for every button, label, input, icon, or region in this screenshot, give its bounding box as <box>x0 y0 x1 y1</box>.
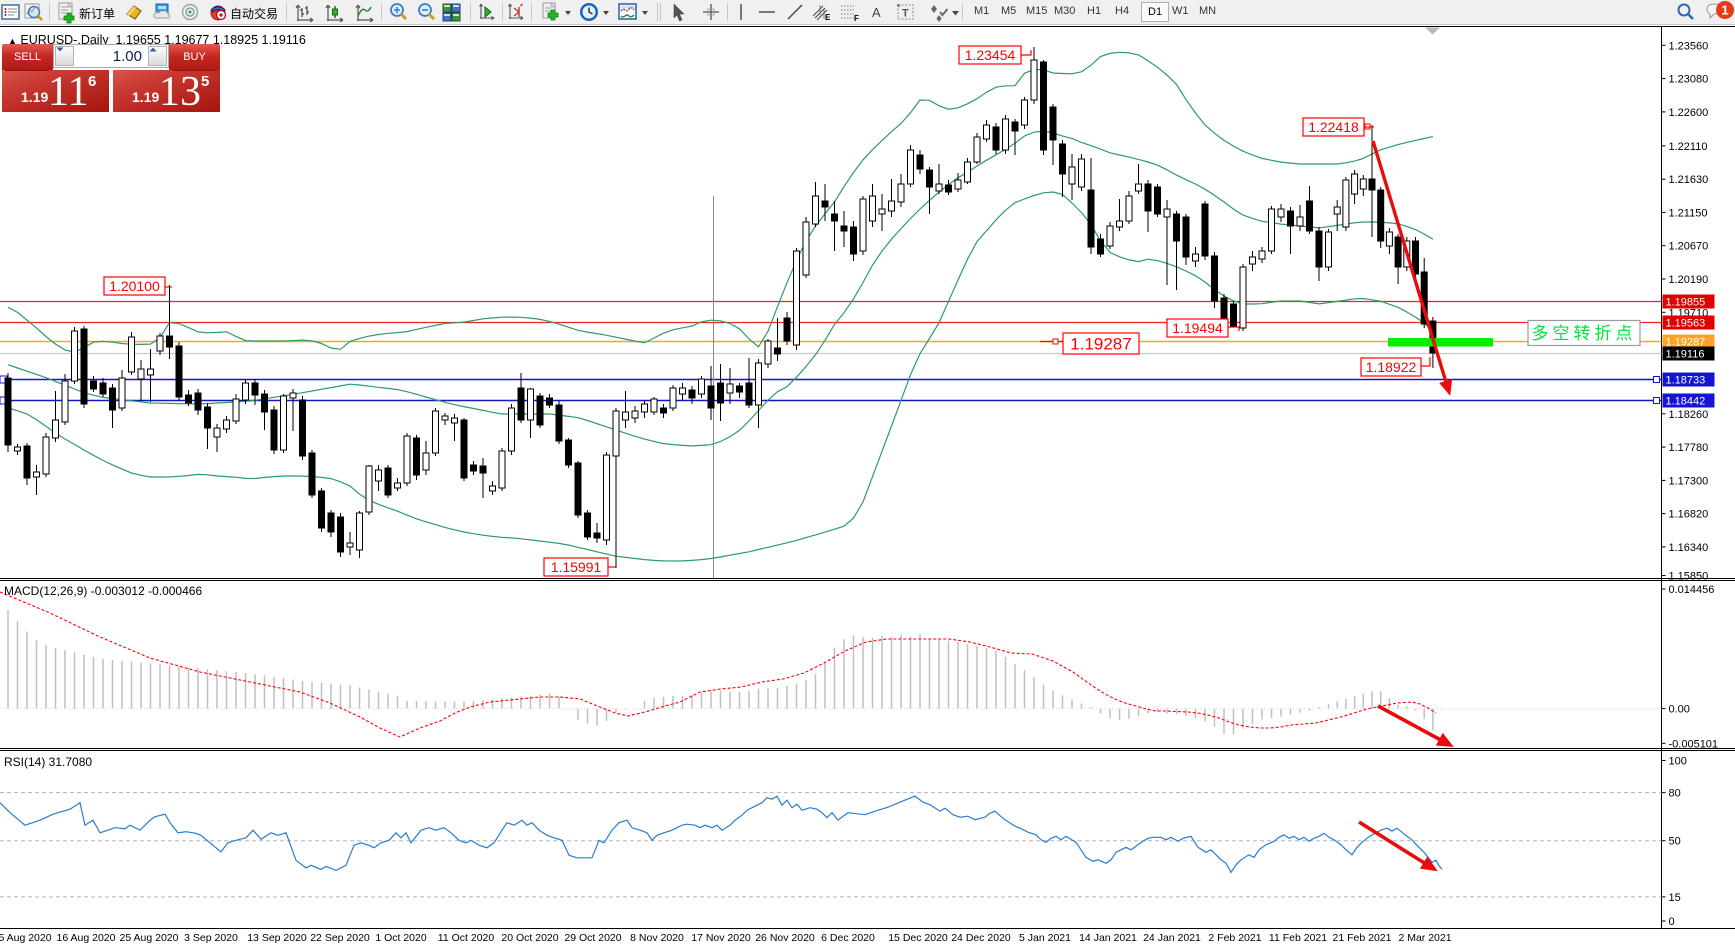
svg-text:1.22110: 1.22110 <box>1669 141 1708 153</box>
svg-text:1.18922: 1.18922 <box>1366 359 1417 375</box>
svg-text:0.00: 0.00 <box>1669 704 1690 716</box>
svg-text:1.19494: 1.19494 <box>1172 320 1223 336</box>
svg-text:11 Feb 2021: 11 Feb 2021 <box>1269 932 1327 944</box>
svg-text:0: 0 <box>1669 916 1675 928</box>
svg-text:1.16820: 1.16820 <box>1669 509 1709 521</box>
svg-text:1.21150: 1.21150 <box>1669 207 1708 219</box>
svg-text:22 Sep 2020: 22 Sep 2020 <box>310 932 370 944</box>
svg-text:1.19563: 1.19563 <box>1666 318 1706 330</box>
svg-text:1.19287: 1.19287 <box>1070 335 1131 354</box>
svg-text:1.20190: 1.20190 <box>1669 274 1709 286</box>
svg-text:29 Oct 2020: 29 Oct 2020 <box>564 932 621 944</box>
svg-text:1.22600: 1.22600 <box>1669 107 1709 119</box>
svg-text:1.20100: 1.20100 <box>109 278 160 294</box>
svg-text:1: 1 <box>1721 3 1728 18</box>
svg-text:6 Dec 2020: 6 Dec 2020 <box>821 932 875 944</box>
svg-text:5 Aug 2020: 5 Aug 2020 <box>0 932 52 944</box>
svg-text:2 Mar 2021: 2 Mar 2021 <box>1398 932 1451 944</box>
svg-text:14 Jan 2021: 14 Jan 2021 <box>1079 932 1137 944</box>
svg-text:5 Jan 2021: 5 Jan 2021 <box>1019 932 1071 944</box>
svg-text:1.19855: 1.19855 <box>1666 297 1706 309</box>
svg-text:1.15991: 1.15991 <box>551 559 602 575</box>
svg-text:15: 15 <box>1669 892 1681 904</box>
svg-text:1.18260: 1.18260 <box>1669 409 1709 421</box>
svg-text:8 Nov 2020: 8 Nov 2020 <box>630 932 684 944</box>
svg-text:2 Feb 2021: 2 Feb 2021 <box>1208 932 1261 944</box>
svg-text:1.15850: 1.15850 <box>1669 571 1709 583</box>
svg-text:16 Aug 2020: 16 Aug 2020 <box>57 932 116 944</box>
svg-text:24 Jan 2021: 24 Jan 2021 <box>1143 932 1201 944</box>
svg-text:多空转折点: 多空转折点 <box>1532 324 1637 343</box>
svg-text:1.23560: 1.23560 <box>1669 40 1709 52</box>
svg-text:E: E <box>825 13 831 22</box>
svg-text:1.21630: 1.21630 <box>1669 174 1709 186</box>
svg-text:24 Dec 2020: 24 Dec 2020 <box>951 932 1011 944</box>
svg-text:1.17780: 1.17780 <box>1669 442 1709 454</box>
svg-text:1.23080: 1.23080 <box>1669 74 1709 86</box>
svg-text:1.17300: 1.17300 <box>1669 475 1709 487</box>
svg-text:17 Nov 2020: 17 Nov 2020 <box>691 932 751 944</box>
svg-text:0.014456: 0.014456 <box>1669 584 1715 596</box>
svg-text:1.20670: 1.20670 <box>1669 241 1709 253</box>
svg-text:1.16340: 1.16340 <box>1669 542 1709 554</box>
svg-text:MACD(12,26,9) -0.003012 -0.000: MACD(12,26,9) -0.003012 -0.000466 <box>4 584 202 598</box>
svg-text:RSI(14) 31.7080: RSI(14) 31.7080 <box>4 755 92 769</box>
svg-text:1.22418: 1.22418 <box>1308 119 1359 135</box>
svg-text:21 Feb 2021: 21 Feb 2021 <box>1333 932 1392 944</box>
svg-text:100: 100 <box>1669 756 1687 768</box>
svg-text:26 Nov 2020: 26 Nov 2020 <box>755 932 815 944</box>
svg-text:25 Aug 2020: 25 Aug 2020 <box>120 932 179 944</box>
svg-text:-0.005101: -0.005101 <box>1669 738 1719 750</box>
svg-text:1 Oct 2020: 1 Oct 2020 <box>375 932 427 944</box>
svg-text:80: 80 <box>1669 788 1681 800</box>
svg-text:1.19116: 1.19116 <box>1666 349 1705 361</box>
svg-text:11 Oct 2020: 11 Oct 2020 <box>438 932 495 944</box>
svg-text:▲ EURUSD-,Daily 1.19655 1.196: ▲ EURUSD-,Daily 1.19655 1.19677 1.18925 … <box>8 33 306 47</box>
svg-text:50: 50 <box>1669 836 1681 848</box>
svg-text:3 Sep 2020: 3 Sep 2020 <box>184 932 238 944</box>
svg-text:1.23454: 1.23454 <box>965 47 1016 63</box>
svg-text:20 Oct 2020: 20 Oct 2020 <box>501 932 558 944</box>
svg-text:13 Sep 2020: 13 Sep 2020 <box>247 932 307 944</box>
svg-text:1.18442: 1.18442 <box>1666 396 1706 408</box>
svg-text:1.19287: 1.19287 <box>1666 337 1706 349</box>
svg-text:15 Dec 2020: 15 Dec 2020 <box>888 932 948 944</box>
svg-text:T: T <box>902 8 909 20</box>
svg-text:F: F <box>854 14 859 23</box>
svg-text:1.18733: 1.18733 <box>1666 375 1706 387</box>
